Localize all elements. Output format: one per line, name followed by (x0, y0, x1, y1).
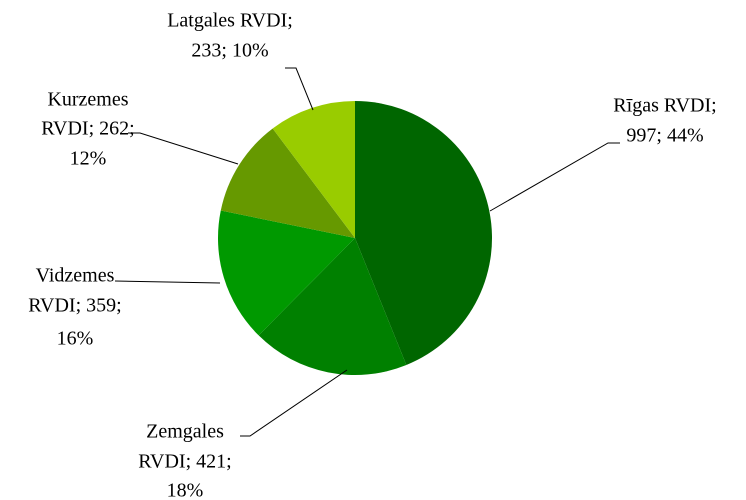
leader-line (285, 67, 314, 111)
pie-slice (258, 238, 407, 375)
pie-slice (355, 101, 493, 366)
leader-line (128, 132, 239, 165)
data-label: Rīgas RVDI; (613, 95, 716, 117)
data-label: Zemgales (146, 421, 224, 443)
data-label: RVDI; 359; (28, 295, 121, 317)
leader-line (240, 369, 348, 437)
leader-line (489, 142, 620, 212)
data-label: Kurzemes (47, 89, 128, 111)
data-label: Latgales RVDI; (167, 10, 293, 32)
data-label: RVDI; 262; (41, 118, 134, 140)
data-label: 233; 10% (191, 40, 268, 62)
data-label: 997; 44% (626, 125, 703, 147)
pie-slice (220, 128, 355, 238)
data-label: RVDI; 421; (138, 451, 231, 473)
leader-line (114, 280, 221, 284)
pie-slice (218, 210, 355, 336)
pie-slice (272, 101, 355, 238)
data-label: 18% (167, 480, 204, 500)
data-label: 16% (57, 328, 94, 350)
data-label: Vidzemes (36, 265, 115, 287)
data-label: 12% (70, 148, 107, 170)
